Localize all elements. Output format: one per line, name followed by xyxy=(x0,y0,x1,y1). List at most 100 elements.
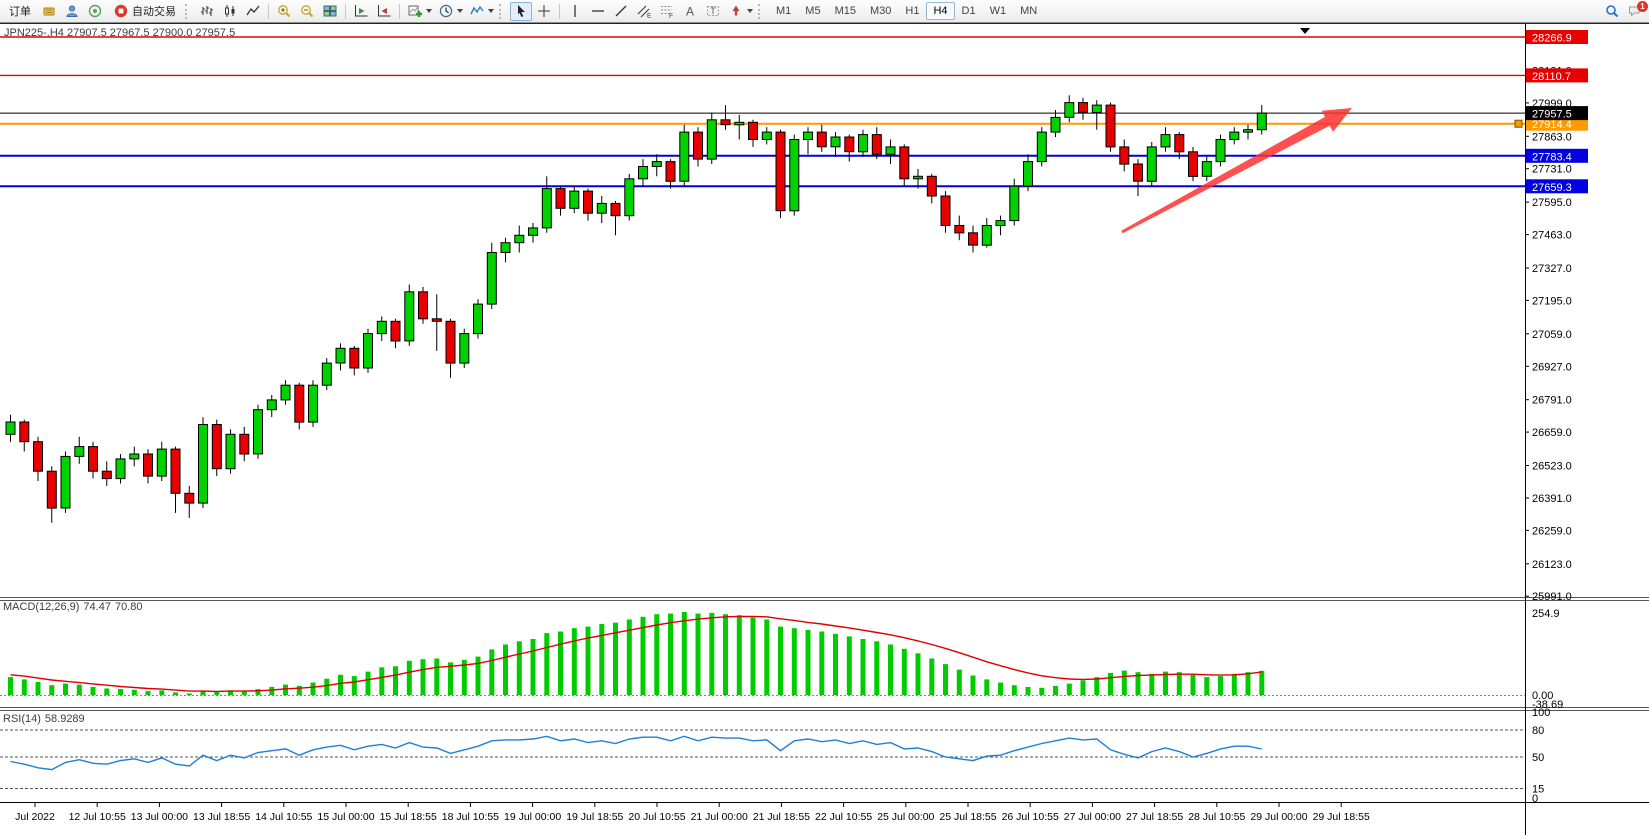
macd-bar xyxy=(695,613,701,695)
indicators-icon xyxy=(469,5,484,15)
macd-bar xyxy=(516,641,522,695)
search-button[interactable] xyxy=(1601,2,1623,21)
trendline-button[interactable] xyxy=(610,2,632,21)
time-axis-label: 27 Jul 18:55 xyxy=(1126,811,1183,823)
candle-body xyxy=(830,136,841,148)
time-axis-label: 19 Jul 00:00 xyxy=(504,811,561,823)
candle-body xyxy=(1229,131,1240,140)
candle-body xyxy=(871,134,882,155)
time-axis-label: 22 Jul 10:55 xyxy=(815,811,872,823)
auto-scroll-button[interactable] xyxy=(350,2,372,21)
new-order-button[interactable]: 订单 xyxy=(3,2,37,21)
notifications-button[interactable]: 1 xyxy=(1624,0,1648,21)
macd-bar xyxy=(159,690,165,695)
macd-bar xyxy=(1190,674,1196,695)
candle-body xyxy=(1050,116,1061,133)
new-chart-button[interactable] xyxy=(404,2,434,21)
tile-windows-button[interactable] xyxy=(319,2,341,21)
price-chart-canvas[interactable]: 28131.027999.027863.027731.027595.027463… xyxy=(0,24,1649,835)
macd-bar xyxy=(1121,670,1127,695)
fibonacci-button[interactable]: F xyxy=(656,2,678,21)
price-badge xyxy=(1526,179,1588,194)
price-tick-label: 26123.0 xyxy=(1532,559,1572,571)
macd-bar xyxy=(379,667,385,695)
time-axis-label: 15 Jul 00:00 xyxy=(317,811,374,823)
timeframe-button-MN[interactable]: MN xyxy=(1013,2,1044,20)
candlestick-chart-icon xyxy=(225,5,235,17)
macd-bar xyxy=(764,619,770,695)
vertical-line-button[interactable] xyxy=(564,2,586,21)
level-marker[interactable] xyxy=(1514,119,1523,128)
zoom-out-button[interactable] xyxy=(296,2,318,21)
macd-bar xyxy=(819,631,825,695)
timeframe-button-M15[interactable]: M15 xyxy=(828,2,863,20)
price-badge xyxy=(1526,106,1588,121)
candlestick-chart-button[interactable] xyxy=(219,2,241,21)
crosshair-button[interactable] xyxy=(533,2,555,21)
price-tick-label: 26523.0 xyxy=(1532,461,1572,473)
candle-body xyxy=(761,131,772,140)
text-label-icon: T xyxy=(707,6,719,16)
candle-body xyxy=(1243,129,1253,133)
line-chart-button[interactable] xyxy=(242,2,264,21)
candle-body xyxy=(1256,112,1267,131)
macd-bar xyxy=(489,649,495,695)
timeframe-button-H4[interactable]: H4 xyxy=(926,2,955,20)
data-window-button[interactable] xyxy=(61,2,83,21)
price-badge-label: 27957.5 xyxy=(1532,109,1572,121)
time-axis-label: 19 Jul 18:55 xyxy=(566,811,623,823)
bar-chart-button[interactable] xyxy=(196,2,218,21)
text-label-button[interactable]: T xyxy=(702,2,724,21)
candle-body xyxy=(940,195,951,226)
timeframe-button-M1[interactable]: M1 xyxy=(769,2,798,20)
market-watch-button[interactable] xyxy=(38,2,60,21)
candle-body xyxy=(486,252,497,305)
periods-button[interactable] xyxy=(435,2,465,21)
candle-body xyxy=(789,139,800,212)
macd-bar xyxy=(778,626,783,695)
time-axis-label: 29 Jul 00:00 xyxy=(1250,811,1307,823)
price-badge-label: 27659.3 xyxy=(1532,182,1572,194)
candle-body xyxy=(528,227,538,236)
price-tick-label: 26927.0 xyxy=(1532,361,1572,373)
macd-bar xyxy=(1080,680,1086,695)
candle-body xyxy=(459,333,470,364)
search-icon xyxy=(1606,5,1619,18)
price-badge-label: 28110.7 xyxy=(1532,71,1571,83)
time-axis-label: 13 Jul 00:00 xyxy=(131,811,188,823)
equidistant-channel-button[interactable]: E xyxy=(633,2,655,21)
macd-bar xyxy=(1053,685,1058,695)
zoom-in-button[interactable] xyxy=(273,2,295,21)
candle-body xyxy=(349,347,360,369)
candle-body xyxy=(253,409,263,455)
macd-bar xyxy=(1149,673,1155,695)
candle-body xyxy=(156,448,167,477)
chart-shift-button[interactable] xyxy=(373,2,395,21)
indicators-button[interactable] xyxy=(466,2,496,21)
timeframe-button-M30[interactable]: M30 xyxy=(863,2,898,20)
cursor-icon xyxy=(518,5,525,17)
macd-bar xyxy=(915,653,921,695)
timeframe-button-H1[interactable]: H1 xyxy=(898,2,926,20)
candle-body xyxy=(184,492,195,504)
price-tick-label: 26391.0 xyxy=(1532,493,1572,505)
candle-body xyxy=(88,446,98,472)
timeframe-button-M5[interactable]: M5 xyxy=(798,2,827,20)
toolbar: 订单 自动交易 xyxy=(0,0,1649,23)
candle-body xyxy=(308,384,318,423)
timeframe-group: M1 M5 M15 M30 H1 H4 D1 W1 MN xyxy=(769,2,1044,20)
signals-button[interactable] xyxy=(84,2,106,21)
autotrading-button[interactable]: 自动交易 xyxy=(107,2,182,21)
arrows-button[interactable] xyxy=(725,2,755,21)
timeframe-button-W1[interactable]: W1 xyxy=(983,2,1014,20)
price-tick-label: 27327.0 xyxy=(1532,263,1572,275)
text-button[interactable]: A xyxy=(679,2,701,21)
candle-body xyxy=(19,421,30,443)
horizontal-line-button[interactable] xyxy=(587,2,609,21)
candle-body xyxy=(1119,146,1130,165)
trend-arrow-annotation[interactable] xyxy=(1121,108,1352,234)
timeframe-button-D1[interactable]: D1 xyxy=(955,2,983,20)
cursor-button[interactable] xyxy=(510,1,532,21)
candle-body xyxy=(1201,161,1212,177)
macd-bar xyxy=(833,633,838,695)
